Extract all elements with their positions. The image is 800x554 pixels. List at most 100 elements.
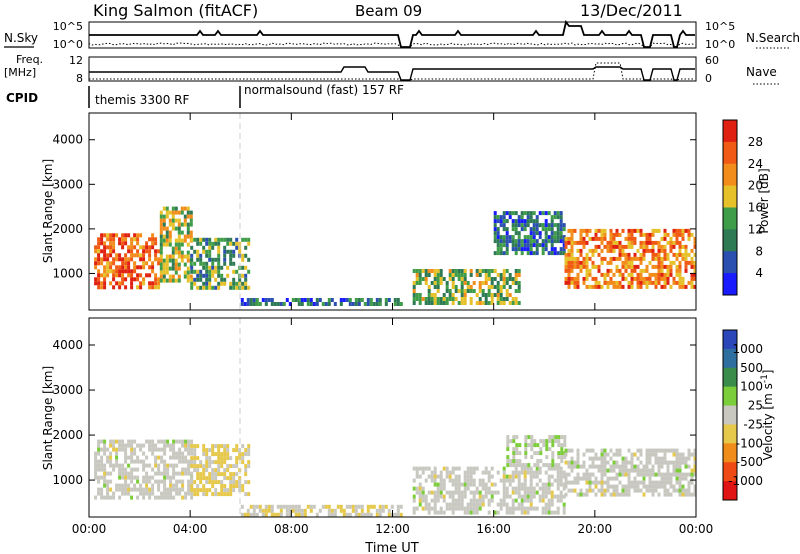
heatmap-cell <box>175 471 179 476</box>
heatmap-cell <box>433 478 437 483</box>
heatmap-cell <box>693 268 697 273</box>
heatmap-cell <box>415 273 419 277</box>
heatmap-cell <box>651 264 655 269</box>
heatmap-cell <box>378 298 382 302</box>
heatmap-cell <box>538 486 542 491</box>
heatmap-cell <box>177 246 181 251</box>
heatmap-cell <box>618 252 622 257</box>
heatmap-cell <box>142 277 146 282</box>
heatmap-cell <box>246 298 250 302</box>
heatmap-cell <box>538 235 542 240</box>
heatmap-cell <box>235 456 239 461</box>
heatmap-cell <box>214 476 218 481</box>
heatmap-cell <box>520 502 524 507</box>
heatmap-cell <box>121 257 125 262</box>
heatmap-cell <box>103 245 107 250</box>
heatmap-cell <box>124 277 128 282</box>
heatmap-cell <box>484 273 488 277</box>
heatmap-cell <box>208 241 212 246</box>
heatmap-cell <box>544 219 548 224</box>
heatmap-cell <box>220 492 224 497</box>
heatmap-cell <box>535 231 539 236</box>
heatmap-cell <box>612 468 616 473</box>
heatmap-cell <box>690 256 694 261</box>
heatmap-cell <box>496 297 500 301</box>
heatmap-cell <box>609 276 613 281</box>
colorbar-tick-label: 500 <box>740 361 763 375</box>
heatmap-cell <box>454 502 458 507</box>
heatmap-cell <box>154 463 158 468</box>
heatmap-cell <box>515 443 519 448</box>
heatmap-cell <box>430 297 434 301</box>
heatmap-cell <box>466 474 470 479</box>
heatmap-cell <box>621 248 625 253</box>
heatmap-cell <box>672 260 676 265</box>
heatmap-cell <box>169 479 173 484</box>
heatmap-cell <box>154 459 158 464</box>
heatmap-cell <box>273 512 277 517</box>
heatmap-cell <box>187 451 191 456</box>
heatmap-cell <box>654 280 658 285</box>
heatmap-cell <box>136 455 140 460</box>
heatmap-cell <box>229 253 233 258</box>
heatmap-cell <box>252 302 256 306</box>
heatmap-cell <box>208 269 212 274</box>
heatmap-cell <box>544 502 548 507</box>
heatmap-cell <box>235 484 239 489</box>
heatmap-cell <box>672 484 676 489</box>
heatmap-cell <box>190 451 194 456</box>
heatmap-cell <box>594 284 598 289</box>
heatmap-cell <box>557 439 561 444</box>
heatmap-cell <box>448 490 452 495</box>
heatmap-cell <box>366 302 370 306</box>
heatmap-cell <box>594 280 598 285</box>
heatmap-cell <box>627 236 631 241</box>
heatmap-cell <box>678 452 682 457</box>
heatmap-cell <box>603 244 607 249</box>
heatmap-cell <box>630 272 634 277</box>
heatmap-cell <box>436 289 440 293</box>
heatmap-cell <box>436 269 440 273</box>
heatmap-cell <box>666 472 670 477</box>
heatmap-cell <box>651 468 655 473</box>
heatmap-cell <box>190 269 194 274</box>
heatmap-cell <box>235 285 239 290</box>
heatmap-cell <box>463 293 467 297</box>
heatmap-cell <box>297 504 301 509</box>
heatmap-cell <box>517 478 521 483</box>
heatmap-cell <box>339 302 343 306</box>
heatmap-cell <box>97 487 101 492</box>
heatmap-cell <box>651 244 655 249</box>
heatmap-cell <box>523 211 527 216</box>
heatmap-cell <box>177 266 181 271</box>
heatmap-cell <box>399 504 403 509</box>
heatmap-cell <box>570 488 574 493</box>
heatmap-cell <box>130 471 134 476</box>
y-tick-label: 1000 <box>52 266 83 280</box>
heatmap-cell <box>645 452 649 457</box>
heatmap-cell <box>190 460 194 465</box>
heatmap-cell <box>573 260 577 265</box>
heatmap-cell <box>612 280 616 285</box>
heatmap-cell <box>100 237 104 242</box>
heatmap-cell <box>142 459 146 464</box>
heatmap-cell <box>660 248 664 253</box>
heatmap-cell <box>421 486 425 491</box>
heatmap-cell <box>205 273 209 278</box>
heatmap-cell <box>576 284 580 289</box>
heatmap-cell <box>478 285 482 289</box>
heatmap-cell <box>660 272 664 277</box>
heatmap-cell <box>645 236 649 241</box>
heatmap-cell <box>511 281 515 285</box>
heatmap-cell <box>454 498 458 503</box>
heatmap-cell <box>121 233 125 238</box>
heatmap-cell <box>606 468 610 473</box>
heatmap-cell <box>136 495 140 500</box>
heatmap-cell <box>165 230 169 235</box>
heatmap-cell <box>454 297 458 301</box>
heatmap-cell <box>642 240 646 245</box>
heatmap-cell <box>527 443 531 448</box>
heatmap-cell <box>208 249 212 254</box>
power-colorbar-label: Power [dB] <box>757 168 771 233</box>
heatmap-cell <box>177 234 181 239</box>
